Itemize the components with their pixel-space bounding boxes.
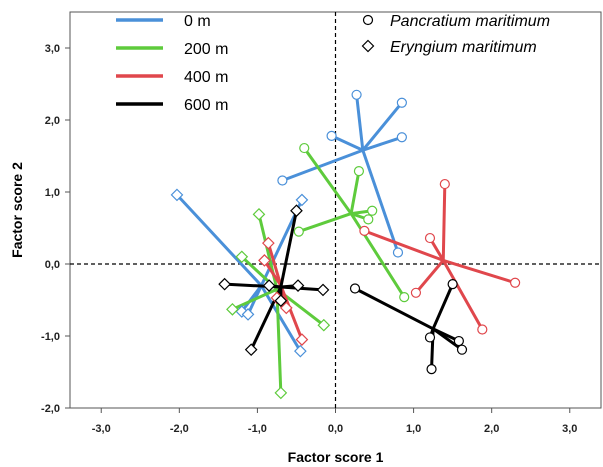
diamond-marker [296, 334, 307, 345]
circle-marker [352, 90, 361, 99]
circle-marker [351, 284, 360, 293]
spoke-line [177, 195, 261, 286]
y-tick-label: 0,0 [45, 259, 60, 271]
legend-label: 0 m [184, 13, 211, 30]
x-tick-label: -2,0 [170, 423, 189, 435]
spoke-line [355, 288, 433, 328]
spoke-line [443, 184, 445, 260]
circle-marker [368, 206, 377, 215]
x-tick-label: -3,0 [92, 423, 111, 435]
y-tick-label: 2,0 [45, 115, 60, 127]
spoke-line [357, 95, 363, 150]
circle-marker [400, 293, 409, 302]
circle-marker [393, 248, 402, 257]
diamond-marker [275, 387, 286, 398]
circle-marker [300, 144, 309, 153]
y-tick-label: -1,0 [41, 331, 60, 343]
diamond-marker [246, 344, 257, 355]
circle-marker [511, 278, 520, 287]
circle-marker [440, 180, 449, 189]
circle-marker [458, 345, 467, 354]
y-tick-label: 3,0 [45, 43, 60, 55]
circle-marker [364, 16, 373, 25]
y-axis-title: Factor score 2 [9, 162, 25, 258]
circle-marker [425, 234, 434, 243]
circle-marker [425, 333, 434, 342]
series-groups [171, 90, 519, 398]
circle-marker [354, 167, 363, 176]
diamond-marker [227, 304, 238, 315]
diamond-marker [253, 209, 264, 220]
x-tick-label: 1,0 [406, 423, 421, 435]
circle-marker [397, 133, 406, 142]
x-tick-label: 3,0 [562, 423, 577, 435]
circle-marker [427, 365, 436, 374]
spoke-line [332, 136, 363, 150]
legend-entry: 200 m [116, 41, 228, 58]
diamond-marker [296, 194, 307, 205]
circle-marker [327, 131, 336, 140]
x-tick-label: 0,0 [328, 423, 343, 435]
legend-label: Eryngium maritimum [390, 39, 537, 56]
legend-entry: Eryngium maritimum [363, 39, 537, 56]
group-spokes [364, 184, 515, 329]
circle-marker [360, 226, 369, 235]
legend-label: Pancratium maritimum [390, 13, 550, 30]
spoke-line [433, 284, 453, 329]
spoke-line [416, 260, 443, 292]
diamond-marker [318, 284, 329, 295]
legend-label: 600 m [184, 97, 228, 114]
x-axis-title: Factor score 1 [288, 449, 384, 465]
legend-entry: Pancratium maritimum [364, 13, 551, 30]
x-tick-label: 2,0 [484, 423, 499, 435]
x-tick-label: -1,0 [248, 423, 267, 435]
diamond-marker [219, 279, 230, 290]
circle-marker [411, 288, 420, 297]
legend-entry: 0 m [116, 13, 211, 30]
circle-marker [278, 176, 287, 185]
circle-marker [454, 337, 463, 346]
circle-marker [294, 227, 303, 236]
y-tick-label: 1,0 [45, 187, 60, 199]
legend: 0 m 200 m 400 m 600 m Pancratium maritimum Er… [116, 13, 550, 114]
spoke-line [351, 171, 359, 213]
circle-marker [364, 215, 373, 224]
circle-marker [397, 98, 406, 107]
circle-marker [448, 280, 457, 289]
spoke-line [281, 211, 297, 287]
reference-lines [70, 12, 601, 408]
legend-entry: 600 m [116, 97, 228, 114]
diamond-marker [291, 205, 302, 216]
circle-marker [478, 325, 487, 334]
legend-label: 200 m [184, 41, 228, 58]
legend-entry: 400 m [116, 69, 228, 86]
spoke-line [281, 286, 302, 340]
legend-label: 400 m [184, 69, 228, 86]
y-tick-label: -2,0 [41, 403, 60, 415]
spoke-line [299, 214, 351, 232]
diamond-marker [363, 41, 374, 52]
